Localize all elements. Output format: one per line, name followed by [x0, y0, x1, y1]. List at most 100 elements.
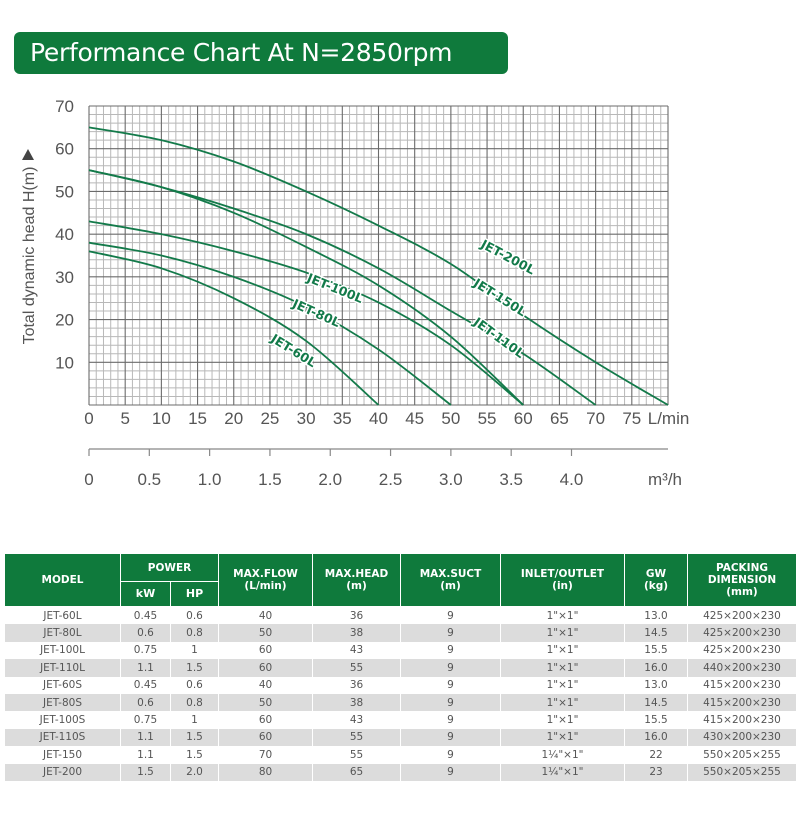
header-max-head: MAX.HEAD (m)	[312, 553, 401, 607]
cell-inlet-outlet: 1"×1"	[500, 676, 625, 694]
cell-max-flow: 50	[218, 693, 313, 712]
cell-hp: 0.6	[170, 676, 219, 694]
cell-model: JET-150	[4, 746, 121, 764]
y-tick-label: 20	[55, 311, 74, 330]
cell-max-suct: 9	[400, 641, 501, 660]
cell-model: JET-200	[4, 763, 121, 781]
cell-inlet-outlet: 1"×1"	[500, 641, 625, 660]
table-row: JET-110L 1.1 1.5 60 55 9 1"×1" 16.0 440×200×230	[4, 659, 797, 677]
cell-model: JET-80S	[4, 693, 121, 712]
chart-title-banner: Performance Chart At N=2850rpm	[14, 32, 508, 74]
cell-max-head: 43	[312, 711, 401, 729]
table-row: JET-80L 0.6 0.8 50 38 9 1"×1" 14.5 425×200×230	[4, 624, 797, 642]
cell-max-flow: 80	[218, 763, 313, 781]
x2-tick-label: 1.0	[198, 470, 222, 489]
cell-packing-dimension: 425×200×230	[687, 606, 797, 625]
x-tick-label: 60	[514, 409, 533, 428]
curve-jet-200l	[88, 126, 669, 406]
x2-tick-label: 4.0	[560, 470, 584, 489]
cell-model: JET-100S	[4, 711, 121, 729]
x2-axis-unit-label: m³/h	[648, 470, 682, 489]
x-tick-label: 10	[152, 409, 171, 428]
table-row: JET-60L 0.45 0.6 40 36 9 1"×1" 13.0 425×200×230	[4, 606, 797, 625]
cell-inlet-outlet: 1"×1"	[500, 606, 625, 625]
table-row: JET-110S 1.1 1.5 60 55 9 1"×1" 16.0 430×200×230	[4, 728, 797, 747]
cell-max-flow: 60	[218, 728, 313, 747]
cell-max-head: 55	[312, 728, 401, 747]
cell-gw: 23	[624, 763, 688, 781]
cell-max-suct: 9	[400, 746, 501, 764]
cell-max-head: 36	[312, 676, 401, 694]
cell-kw: 0.6	[120, 624, 171, 642]
cell-model: JET-110S	[4, 728, 121, 747]
table-row: JET-60S 0.45 0.6 40 36 9 1"×1" 13.0 415×200×230	[4, 676, 797, 694]
table-row: JET-100S 0.75 1 60 43 9 1"×1" 15.5 415×200×230	[4, 711, 797, 729]
header-max-suct: MAX.SUCT (m)	[400, 553, 501, 607]
header-hp: HP	[170, 581, 219, 607]
cell-gw: 22	[624, 746, 688, 764]
y-tick-label: 60	[55, 140, 74, 159]
x-tick-label: 45	[405, 409, 424, 428]
performance-chart: 10 20 30 40 50 60 70 Total dynamic head H(m) 0 5 1…	[21, 97, 690, 489]
cell-packing-dimension: 425×200×230	[687, 641, 797, 660]
cell-inlet-outlet: 1"×1"	[500, 693, 625, 712]
cell-kw: 0.45	[120, 606, 171, 625]
cell-kw: 1.5	[120, 763, 171, 781]
cell-hp: 1	[170, 641, 219, 660]
header-model: MODEL	[4, 553, 121, 607]
header-kw: kW	[120, 581, 171, 607]
cell-max-suct: 9	[400, 606, 501, 625]
header-gw: GW (kg)	[624, 553, 688, 607]
specs-table-body: JET-60L 0.45 0.6 40 36 9 1"×1" 13.0 425×200×230 J…	[4, 606, 797, 781]
cell-hp: 1.5	[170, 659, 219, 677]
y-tick-label: 40	[55, 225, 74, 244]
cell-model: JET-80L	[4, 624, 121, 642]
table-row: JET-150 1.1 1.5 70 55 9 1¼"×1" 22 550×205×255	[4, 746, 797, 764]
x2-tick-label: 0	[84, 470, 93, 489]
x-tick-label: 50	[441, 409, 460, 428]
y-axis-label: Total dynamic head H(m)	[21, 167, 38, 345]
table-row: JET-200 1.5 2.0 80 65 9 1¼"×1" 23 550×205×255	[4, 763, 797, 781]
cell-gw: 16.0	[624, 659, 688, 677]
y-tick-label: 50	[55, 182, 74, 201]
y-tick-label: 30	[55, 268, 74, 287]
cell-gw: 16.0	[624, 728, 688, 747]
table-row: JET-100L 0.75 1 60 43 9 1"×1" 15.5 425×200×230	[4, 641, 797, 660]
x2-tick-label: 3.0	[439, 470, 463, 489]
curve-label: JET-150L	[470, 275, 529, 320]
y-tick-label: 70	[55, 97, 74, 116]
cell-packing-dimension: 550×205×255	[687, 746, 797, 764]
cell-max-flow: 40	[218, 606, 313, 625]
header-packing-dimension: PACKING DIMENSION (mm)	[687, 553, 797, 607]
cell-packing-dimension: 425×200×230	[687, 624, 797, 642]
x-axis-unit-label: L/min	[648, 409, 690, 428]
cell-inlet-outlet: 1"×1"	[500, 711, 625, 729]
cell-hp: 0.8	[170, 693, 219, 712]
table-row: JET-80S 0.6 0.8 50 38 9 1"×1" 14.5 415×200×230	[4, 693, 797, 712]
header-max-flow: MAX.FLOW (L/min)	[218, 553, 313, 607]
cell-inlet-outlet: 1¼"×1"	[500, 763, 625, 781]
cell-kw: 0.6	[120, 693, 171, 712]
cell-inlet-outlet: 1¼"×1"	[500, 746, 625, 764]
y-axis-arrow-icon	[22, 149, 34, 160]
cell-max-head: 65	[312, 763, 401, 781]
curve-jet-80l	[88, 241, 452, 406]
curve-jet-100l	[88, 220, 524, 406]
cell-kw: 1.1	[120, 728, 171, 747]
cell-gw: 13.0	[624, 606, 688, 625]
x-tick-label: 0	[84, 409, 93, 428]
x-tick-label: 20	[224, 409, 243, 428]
header-power: POWER	[120, 553, 219, 582]
cell-model: JET-60S	[4, 676, 121, 694]
x2-tick-label: 2.5	[379, 470, 403, 489]
cell-model: JET-60L	[4, 606, 121, 625]
cell-max-head: 38	[312, 624, 401, 642]
cell-max-flow: 50	[218, 624, 313, 642]
cell-inlet-outlet: 1"×1"	[500, 728, 625, 747]
cell-hp: 1	[170, 711, 219, 729]
x-tick-label: 30	[297, 409, 316, 428]
cell-max-suct: 9	[400, 693, 501, 712]
cell-max-head: 38	[312, 693, 401, 712]
curve-jet-60l	[88, 250, 380, 406]
cell-gw: 15.5	[624, 641, 688, 660]
